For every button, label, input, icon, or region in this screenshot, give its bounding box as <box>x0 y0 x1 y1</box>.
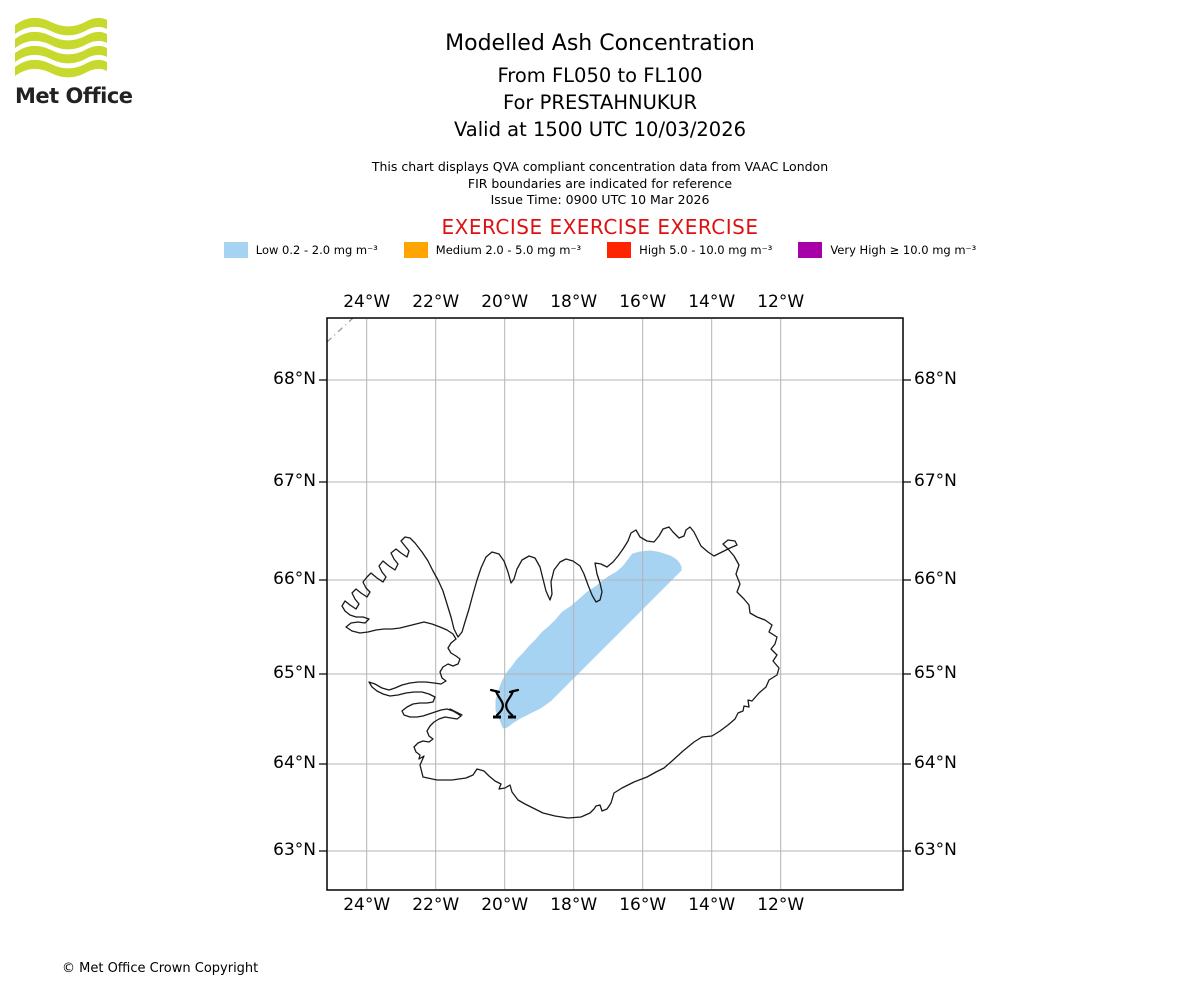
graticule-grid-lines <box>328 319 902 889</box>
y-tick-label-left: 66°N <box>273 569 316 589</box>
iceland-coastline <box>341 526 780 819</box>
y-tick-label-right: 63°N <box>914 840 957 860</box>
x-tick-label-top: 22°W <box>412 292 460 312</box>
x-tick-label-bottom: 16°W <box>619 895 667 915</box>
y-tick-label-left: 68°N <box>273 369 316 389</box>
y-tick-label-right: 65°N <box>914 663 957 683</box>
legend-swatch-medium <box>403 242 428 258</box>
x-tick-label-top: 12°W <box>757 292 805 312</box>
note-fir-boundaries: FIR boundaries are indicated for referen… <box>467 175 733 191</box>
x-tick-label-bottom: 24°W <box>343 895 391 915</box>
latitude-tick-marks <box>319 379 911 852</box>
legend-label-low: Low 0.2 - 2.0 mg m⁻³ <box>255 243 378 257</box>
ash-plume-low-region <box>495 550 682 729</box>
x-tick-label-top: 16°W <box>619 292 667 312</box>
x-tick-label-bottom: 20°W <box>481 895 529 915</box>
y-tick-label-left: 65°N <box>273 663 316 683</box>
hvalfjordur-inlet-line <box>449 708 463 716</box>
y-tick-label-right: 66°N <box>914 569 957 589</box>
legend-swatch-low <box>223 242 248 258</box>
legend-item-low: Low 0.2 - 2.0 mg m⁻³ <box>223 242 378 258</box>
x-tick-label-bottom: 22°W <box>412 895 460 915</box>
legend-item-medium: Medium 2.0 - 5.0 mg m⁻³ <box>403 242 582 258</box>
exercise-banner: EXERCISE EXERCISE EXERCISE <box>441 215 759 239</box>
met-office-logo-waves-icon <box>15 17 107 78</box>
y-tick-label-right: 67°N <box>914 471 957 491</box>
subtitle-volcano-name: For PRESTAHNUKUR <box>502 91 698 114</box>
y-tick-label-left: 63°N <box>273 840 316 860</box>
y-tick-label-right: 64°N <box>914 753 957 773</box>
issue-time: Issue Time: 0900 UTC 10 Mar 2026 <box>490 192 710 207</box>
legend-label-medium: Medium 2.0 - 5.0 mg m⁻³ <box>435 243 582 257</box>
fir-boundary-line <box>326 317 354 343</box>
x-tick-label-top: 14°W <box>688 292 736 312</box>
legend-label-high: High 5.0 - 10.0 mg m⁻³ <box>639 243 773 257</box>
subtitle-flight-levels: From FL050 to FL100 <box>497 64 703 87</box>
x-tick-label-top: 20°W <box>481 292 529 312</box>
y-tick-label-left: 67°N <box>273 471 316 491</box>
y-tick-label-left: 64°N <box>273 753 316 773</box>
x-tick-label-bottom: 14°W <box>688 895 736 915</box>
volcano-marker-icon <box>489 688 520 719</box>
map-frame <box>326 317 904 891</box>
y-tick-label-right: 68°N <box>914 369 957 389</box>
subtitle-valid-time: Valid at 1500 UTC 10/03/2026 <box>453 118 747 141</box>
legend-swatch-very-high <box>798 242 823 258</box>
met-office-logo-text: Met Office <box>15 84 133 108</box>
x-tick-label-bottom: 12°W <box>757 895 805 915</box>
legend-item-high: High 5.0 - 10.0 mg m⁻³ <box>607 242 772 258</box>
x-tick-label-top: 24°W <box>343 292 391 312</box>
chart-title: Modelled Ash Concentration <box>445 31 755 56</box>
legend-label-very-high: Very High ≥ 10.0 mg m⁻³ <box>830 243 977 257</box>
note-qva-compliance: This chart displays QVA compliant concen… <box>371 159 829 174</box>
concentration-legend: Low 0.2 - 2.0 mg m⁻³ Medium 2.0 - 5.0 mg… <box>0 242 1200 258</box>
x-tick-label-bottom: 18°W <box>550 895 598 915</box>
legend-item-very-high: Very High ≥ 10.0 mg m⁻³ <box>798 242 976 258</box>
crown-copyright: © Met Office Crown Copyright <box>62 961 259 976</box>
x-tick-label-top: 18°W <box>550 292 598 312</box>
legend-swatch-high <box>607 242 632 258</box>
